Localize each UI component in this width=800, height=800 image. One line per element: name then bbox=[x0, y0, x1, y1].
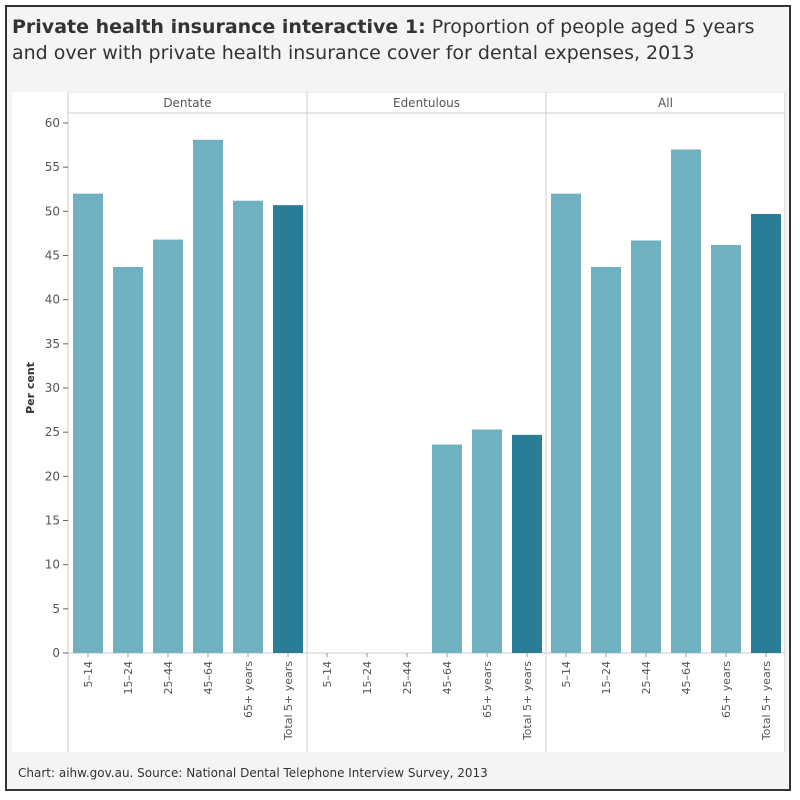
x-tick-label: 25–44 bbox=[401, 661, 414, 695]
title-bold: Private health insurance interactive 1: bbox=[12, 16, 426, 38]
x-tick-label: 45–64 bbox=[441, 661, 454, 695]
x-tick-label: Total 5+ years bbox=[521, 661, 534, 741]
x-tick-label: 15–24 bbox=[122, 661, 135, 695]
y-tick-label: 10 bbox=[45, 558, 60, 572]
y-tick-label: 30 bbox=[45, 381, 60, 395]
y-tick-label: 45 bbox=[45, 249, 60, 263]
x-tick-label: 45–64 bbox=[202, 661, 215, 695]
x-tick-label: 65+ years bbox=[720, 661, 733, 718]
x-tick-label: 15–24 bbox=[600, 661, 613, 695]
y-tick-label: 40 bbox=[45, 293, 60, 307]
y-tick-label: 20 bbox=[45, 469, 60, 483]
bar bbox=[472, 429, 502, 653]
x-tick-label: 65+ years bbox=[242, 661, 255, 718]
panel-header: All bbox=[658, 96, 673, 110]
x-tick-label: 65+ years bbox=[481, 661, 494, 718]
bar bbox=[432, 444, 462, 653]
bar bbox=[233, 200, 263, 653]
bar bbox=[711, 244, 741, 653]
x-tick-label: 5–14 bbox=[82, 661, 95, 688]
y-tick-label: 15 bbox=[45, 514, 60, 528]
chart-title: Private health insurance interactive 1: … bbox=[12, 14, 772, 66]
bar bbox=[751, 213, 781, 653]
bar bbox=[551, 193, 581, 653]
panel-header: Edentulous bbox=[393, 96, 460, 110]
y-tick-label: 25 bbox=[45, 425, 60, 439]
y-axis-label: Per cent bbox=[24, 362, 37, 414]
x-tick-label: 25–44 bbox=[640, 661, 653, 695]
chart-source: Chart: aihw.gov.au. Source: National Den… bbox=[18, 766, 488, 780]
y-tick-label: 35 bbox=[45, 337, 60, 351]
x-tick-label: 5–14 bbox=[560, 661, 573, 688]
y-tick-label: 0 bbox=[52, 646, 60, 660]
x-tick-label: 45–64 bbox=[680, 661, 693, 695]
y-tick-label: 50 bbox=[45, 204, 60, 218]
bar bbox=[193, 139, 223, 653]
bar bbox=[73, 193, 103, 653]
y-tick-label: 5 bbox=[52, 602, 60, 616]
y-tick-label: 55 bbox=[45, 160, 60, 174]
bar bbox=[671, 149, 701, 653]
bar bbox=[512, 434, 542, 653]
title-rest: Proportion of people aged 5 years and ov… bbox=[12, 16, 755, 64]
bar bbox=[273, 205, 303, 653]
panel-header: Dentate bbox=[163, 96, 211, 110]
x-tick-label: Total 5+ years bbox=[282, 661, 295, 741]
x-tick-label: 15–24 bbox=[361, 661, 374, 695]
bar bbox=[153, 239, 183, 653]
bar bbox=[631, 240, 661, 653]
x-tick-label: 5–14 bbox=[321, 661, 334, 688]
x-tick-label: 25–44 bbox=[162, 661, 175, 695]
bar bbox=[591, 266, 621, 653]
bar bbox=[113, 266, 143, 653]
x-tick-label: Total 5+ years bbox=[760, 661, 773, 741]
bar-chart: 0 5 10 15 20 25 30 35 40 45 50 55 60 Per cent Dentate 5… bbox=[24, 91, 786, 752]
chart-area: 0 5 10 15 20 25 30 35 40 45 50 55 60 Per cent Dentate 5… bbox=[12, 91, 786, 752]
y-tick-label: 60 bbox=[45, 116, 60, 130]
